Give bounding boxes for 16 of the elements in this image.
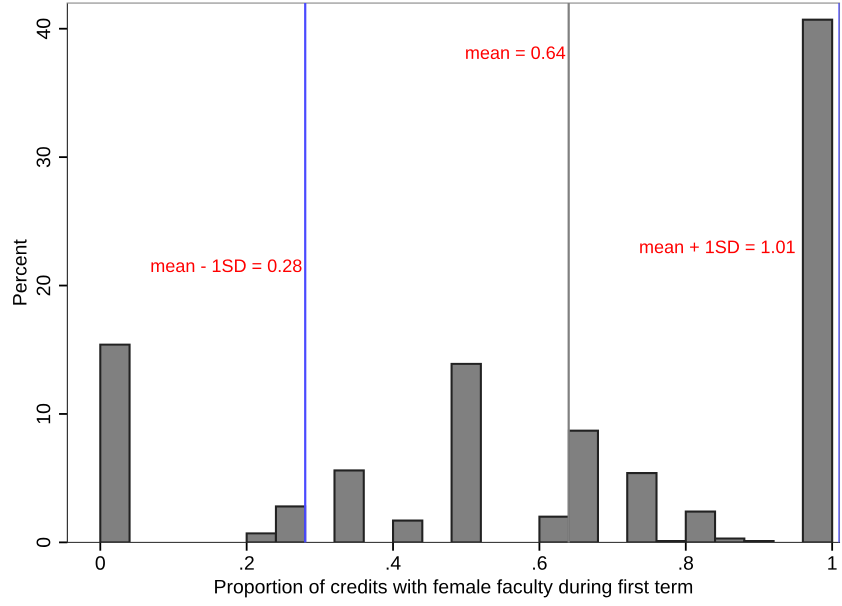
x-tick-label: .6 <box>533 556 547 570</box>
x-tick-label: 1 <box>828 556 837 570</box>
x-tick-label: .8 <box>679 556 694 570</box>
x-axis-title: Proportion of credits with female faculty during first term <box>215 579 692 598</box>
y-tick-label: 30 <box>36 147 50 168</box>
x-tick-label: .4 <box>386 556 401 570</box>
y-tick-label: 40 <box>36 18 50 40</box>
y-tick-label: 20 <box>36 275 50 296</box>
y-tick-label: 0 <box>36 538 50 548</box>
x-tick-label: 0 <box>96 556 105 570</box>
y-tick-label: 10 <box>36 404 50 424</box>
ref-line-label: mean = 0.64 <box>466 46 566 60</box>
ref-line-label: mean + 1SD = 1.01 <box>640 240 795 254</box>
x-tick-label: .2 <box>240 556 254 570</box>
ref-line-label: mean - 1SD = 0.28 <box>151 259 302 272</box>
y-axis-title: Percent <box>13 239 27 305</box>
